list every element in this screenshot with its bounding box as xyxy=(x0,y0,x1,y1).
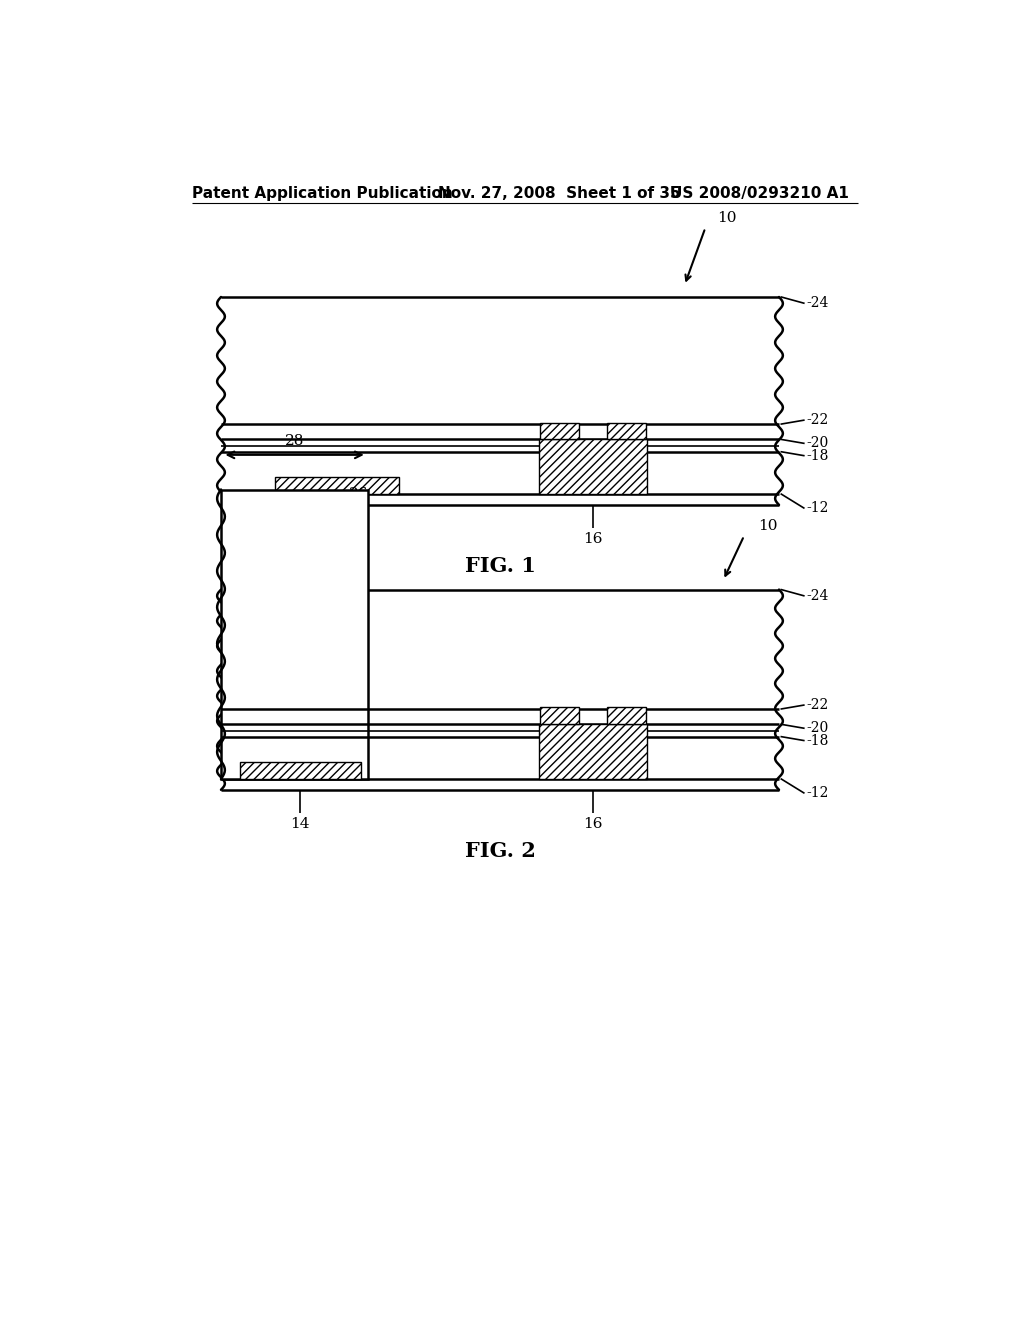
Bar xyxy=(539,725,647,779)
Text: -18: -18 xyxy=(806,734,828,747)
Text: -24: -24 xyxy=(806,296,828,310)
Text: -18: -18 xyxy=(806,449,828,462)
Bar xyxy=(275,478,399,494)
Text: Nov. 27, 2008  Sheet 1 of 35: Nov. 27, 2008 Sheet 1 of 35 xyxy=(438,186,681,201)
Text: 14: 14 xyxy=(290,817,310,830)
Bar xyxy=(541,422,579,440)
Text: FIG. 2: FIG. 2 xyxy=(465,841,536,862)
Text: 14: 14 xyxy=(328,532,347,545)
Bar xyxy=(607,708,646,725)
Text: 10: 10 xyxy=(717,211,736,226)
Text: Patent Application Publication: Patent Application Publication xyxy=(191,186,453,201)
Text: 10: 10 xyxy=(758,520,777,533)
Bar xyxy=(607,422,646,440)
Bar xyxy=(241,762,360,779)
Text: -12: -12 xyxy=(806,502,828,515)
Text: 16: 16 xyxy=(584,817,603,830)
Bar xyxy=(221,490,369,779)
Text: US 2008/0293210 A1: US 2008/0293210 A1 xyxy=(671,186,849,201)
Text: -22: -22 xyxy=(806,413,828,428)
Bar xyxy=(221,297,779,506)
Text: FIG. 1: FIG. 1 xyxy=(465,557,536,577)
Text: 26: 26 xyxy=(349,487,369,502)
Text: -24: -24 xyxy=(806,589,828,603)
Text: -20: -20 xyxy=(806,721,828,735)
Bar xyxy=(221,590,779,789)
Text: 16: 16 xyxy=(584,532,603,545)
Text: 28: 28 xyxy=(285,434,304,447)
Text: -20: -20 xyxy=(806,437,828,450)
Bar xyxy=(541,708,579,725)
Bar xyxy=(539,440,647,494)
Text: -12: -12 xyxy=(806,785,828,800)
Text: -22: -22 xyxy=(806,698,828,711)
